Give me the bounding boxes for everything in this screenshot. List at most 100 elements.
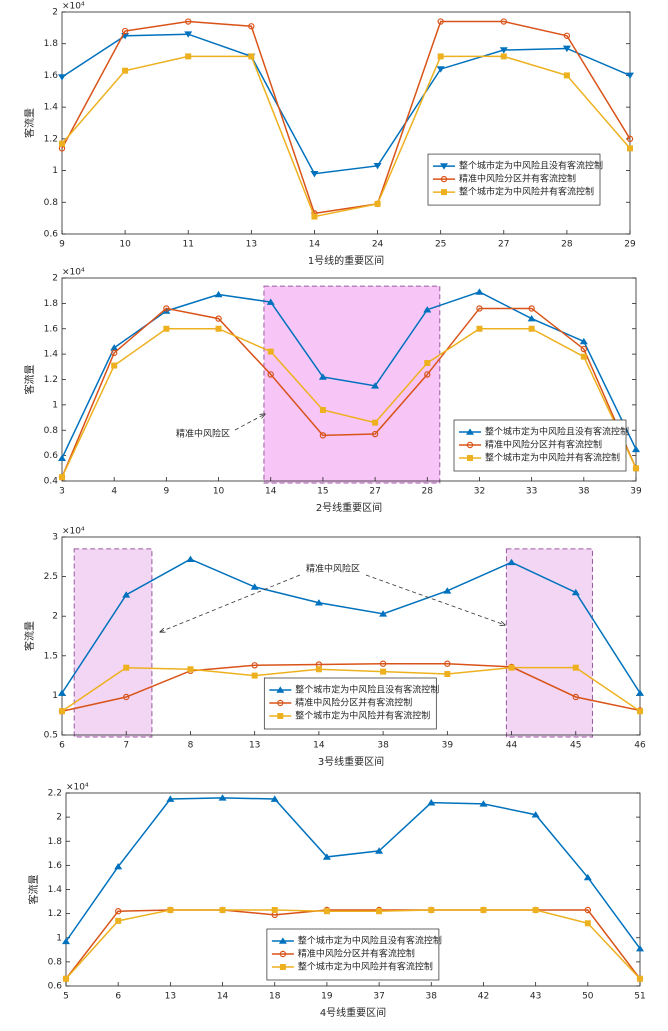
x-tick-label: 7 [123, 741, 129, 751]
y-tick-label: 1.8 [44, 299, 59, 309]
x-tick-label: 6 [115, 992, 121, 1002]
data-point [423, 306, 432, 313]
x-tick-label: 44 [506, 741, 518, 751]
subplot: 0.4 0.6 0.8 1 1.2 1.4 1.6 1.8 2 3 4 9 10 14 15 27 28 32 33… [23, 268, 642, 515]
y-tick-label: 2 [52, 8, 58, 18]
data-point [323, 908, 330, 915]
data-point [114, 908, 122, 915]
data-point [375, 847, 384, 854]
legend-box [427, 153, 601, 206]
x-tick-label: 27 [498, 240, 509, 250]
annotation: 精准中风险区 [176, 428, 230, 440]
data-point [626, 72, 634, 80]
x-tick-label: 43 [530, 992, 541, 1002]
data-point [185, 53, 192, 60]
data-point [310, 170, 319, 178]
y-tick-label: 1.2 [44, 375, 58, 385]
data-point [583, 873, 592, 881]
y-multiplier: ×10⁴ [66, 783, 89, 793]
data-point [270, 795, 279, 802]
data-point [215, 325, 222, 332]
x-tick-label: 24 [372, 240, 384, 250]
legend-label: 精准中风险分区并有客流控制 [295, 697, 412, 709]
annotation-arrow [234, 414, 265, 431]
x-tick-label: 10 [119, 240, 131, 250]
legend-label: 精准中风险分区并有客流控制 [459, 173, 576, 185]
data-point [59, 474, 65, 481]
x-tick-label: 25 [435, 240, 446, 250]
x-tick-label: 38 [377, 741, 389, 751]
x-tick-label: 33 [526, 487, 537, 497]
y-tick-label: 1.6 [48, 861, 63, 871]
x-tick-label: 27 [369, 487, 380, 497]
y-tick-label: 1.6 [44, 71, 59, 81]
data-point [279, 964, 286, 970]
highlight-region [73, 548, 153, 738]
series-line [61, 328, 637, 478]
data-point [218, 794, 227, 801]
x-tick-label: 9 [59, 240, 65, 250]
data-point [110, 344, 119, 351]
series-line [61, 33, 631, 175]
legend: 整个城市定为中风险且没有客流控制精准中风险分区并有客流控制整个城市定为中风险并有… [263, 677, 439, 730]
legend-label: 整个城市定为中风险并有客流控制 [298, 961, 433, 973]
x-tick-label: 39 [630, 487, 642, 497]
x-tick-label: 28 [422, 487, 434, 497]
y-tick-label: 1.4 [44, 103, 59, 113]
data-point [528, 325, 535, 332]
x-tick-label: 14 [217, 992, 229, 1002]
data-point [373, 163, 382, 170]
data-point [187, 666, 194, 673]
x-tick-label: 38 [426, 992, 438, 1002]
y-axis-label: 客流量 [23, 365, 36, 395]
y-tick-label: 1.4 [48, 885, 63, 895]
data-point [278, 937, 287, 944]
data-point [251, 672, 258, 679]
data-point [633, 465, 639, 472]
data-point [441, 189, 447, 196]
legend-label: 整个城市定为中风险且没有客流控制 [459, 160, 603, 172]
data-point [110, 349, 118, 357]
x-tick-label: 45 [570, 741, 581, 751]
data-point [637, 975, 643, 982]
data-point [277, 699, 284, 707]
x-tick-label: 19 [321, 992, 333, 1002]
data-point [62, 937, 70, 945]
data-point [466, 441, 474, 449]
data-point [427, 799, 436, 806]
data-point [322, 853, 331, 860]
data-point [279, 950, 287, 958]
data-point [507, 558, 516, 566]
x-tick-label: 14 [313, 741, 325, 751]
data-point [311, 213, 318, 220]
data-point [167, 907, 174, 914]
data-point [467, 455, 473, 461]
x-tick-label: 18 [269, 992, 281, 1002]
x-tick-label: 28 [561, 240, 573, 250]
legend-label: 精准中风险分区并有客流控制 [298, 948, 415, 960]
data-point [571, 588, 580, 596]
subplot: 0.6 0.8 1 1.2 1.4 1.6 1.8 2 2.2 5 6 13 14 18 19 37 38 42 4… [27, 783, 646, 1020]
y-tick-label: 0.6 [44, 230, 59, 240]
data-point [59, 708, 65, 715]
data-point [59, 140, 65, 147]
y-tick-label: 2 [52, 612, 58, 622]
x-tick-label: 42 [478, 992, 489, 1002]
y-tick-label: 1.5 [44, 651, 58, 661]
data-point [58, 74, 66, 81]
data-point [572, 693, 579, 701]
y-tick-label: 1.8 [44, 39, 59, 49]
data-point [444, 671, 451, 678]
data-point [319, 406, 326, 413]
data-point [111, 362, 118, 369]
data-point [626, 135, 634, 143]
y-tick-label: 0.8 [44, 426, 59, 436]
legend-label: 精准中风险分区并有客流控制 [485, 439, 602, 451]
y-tick-label: 0.5 [44, 731, 58, 741]
x-tick-label: 11 [182, 240, 193, 250]
y-tick-label: 1.2 [44, 134, 58, 144]
highlight-region [263, 285, 441, 484]
x-tick-label: 13 [249, 741, 260, 751]
subplot: 0.5 1 1.5 2 2.5 3 6 7 8 13 14 38 39 44 45 46 ×10⁴ 客流量 3号线重… [23, 527, 646, 769]
data-point [572, 664, 579, 671]
